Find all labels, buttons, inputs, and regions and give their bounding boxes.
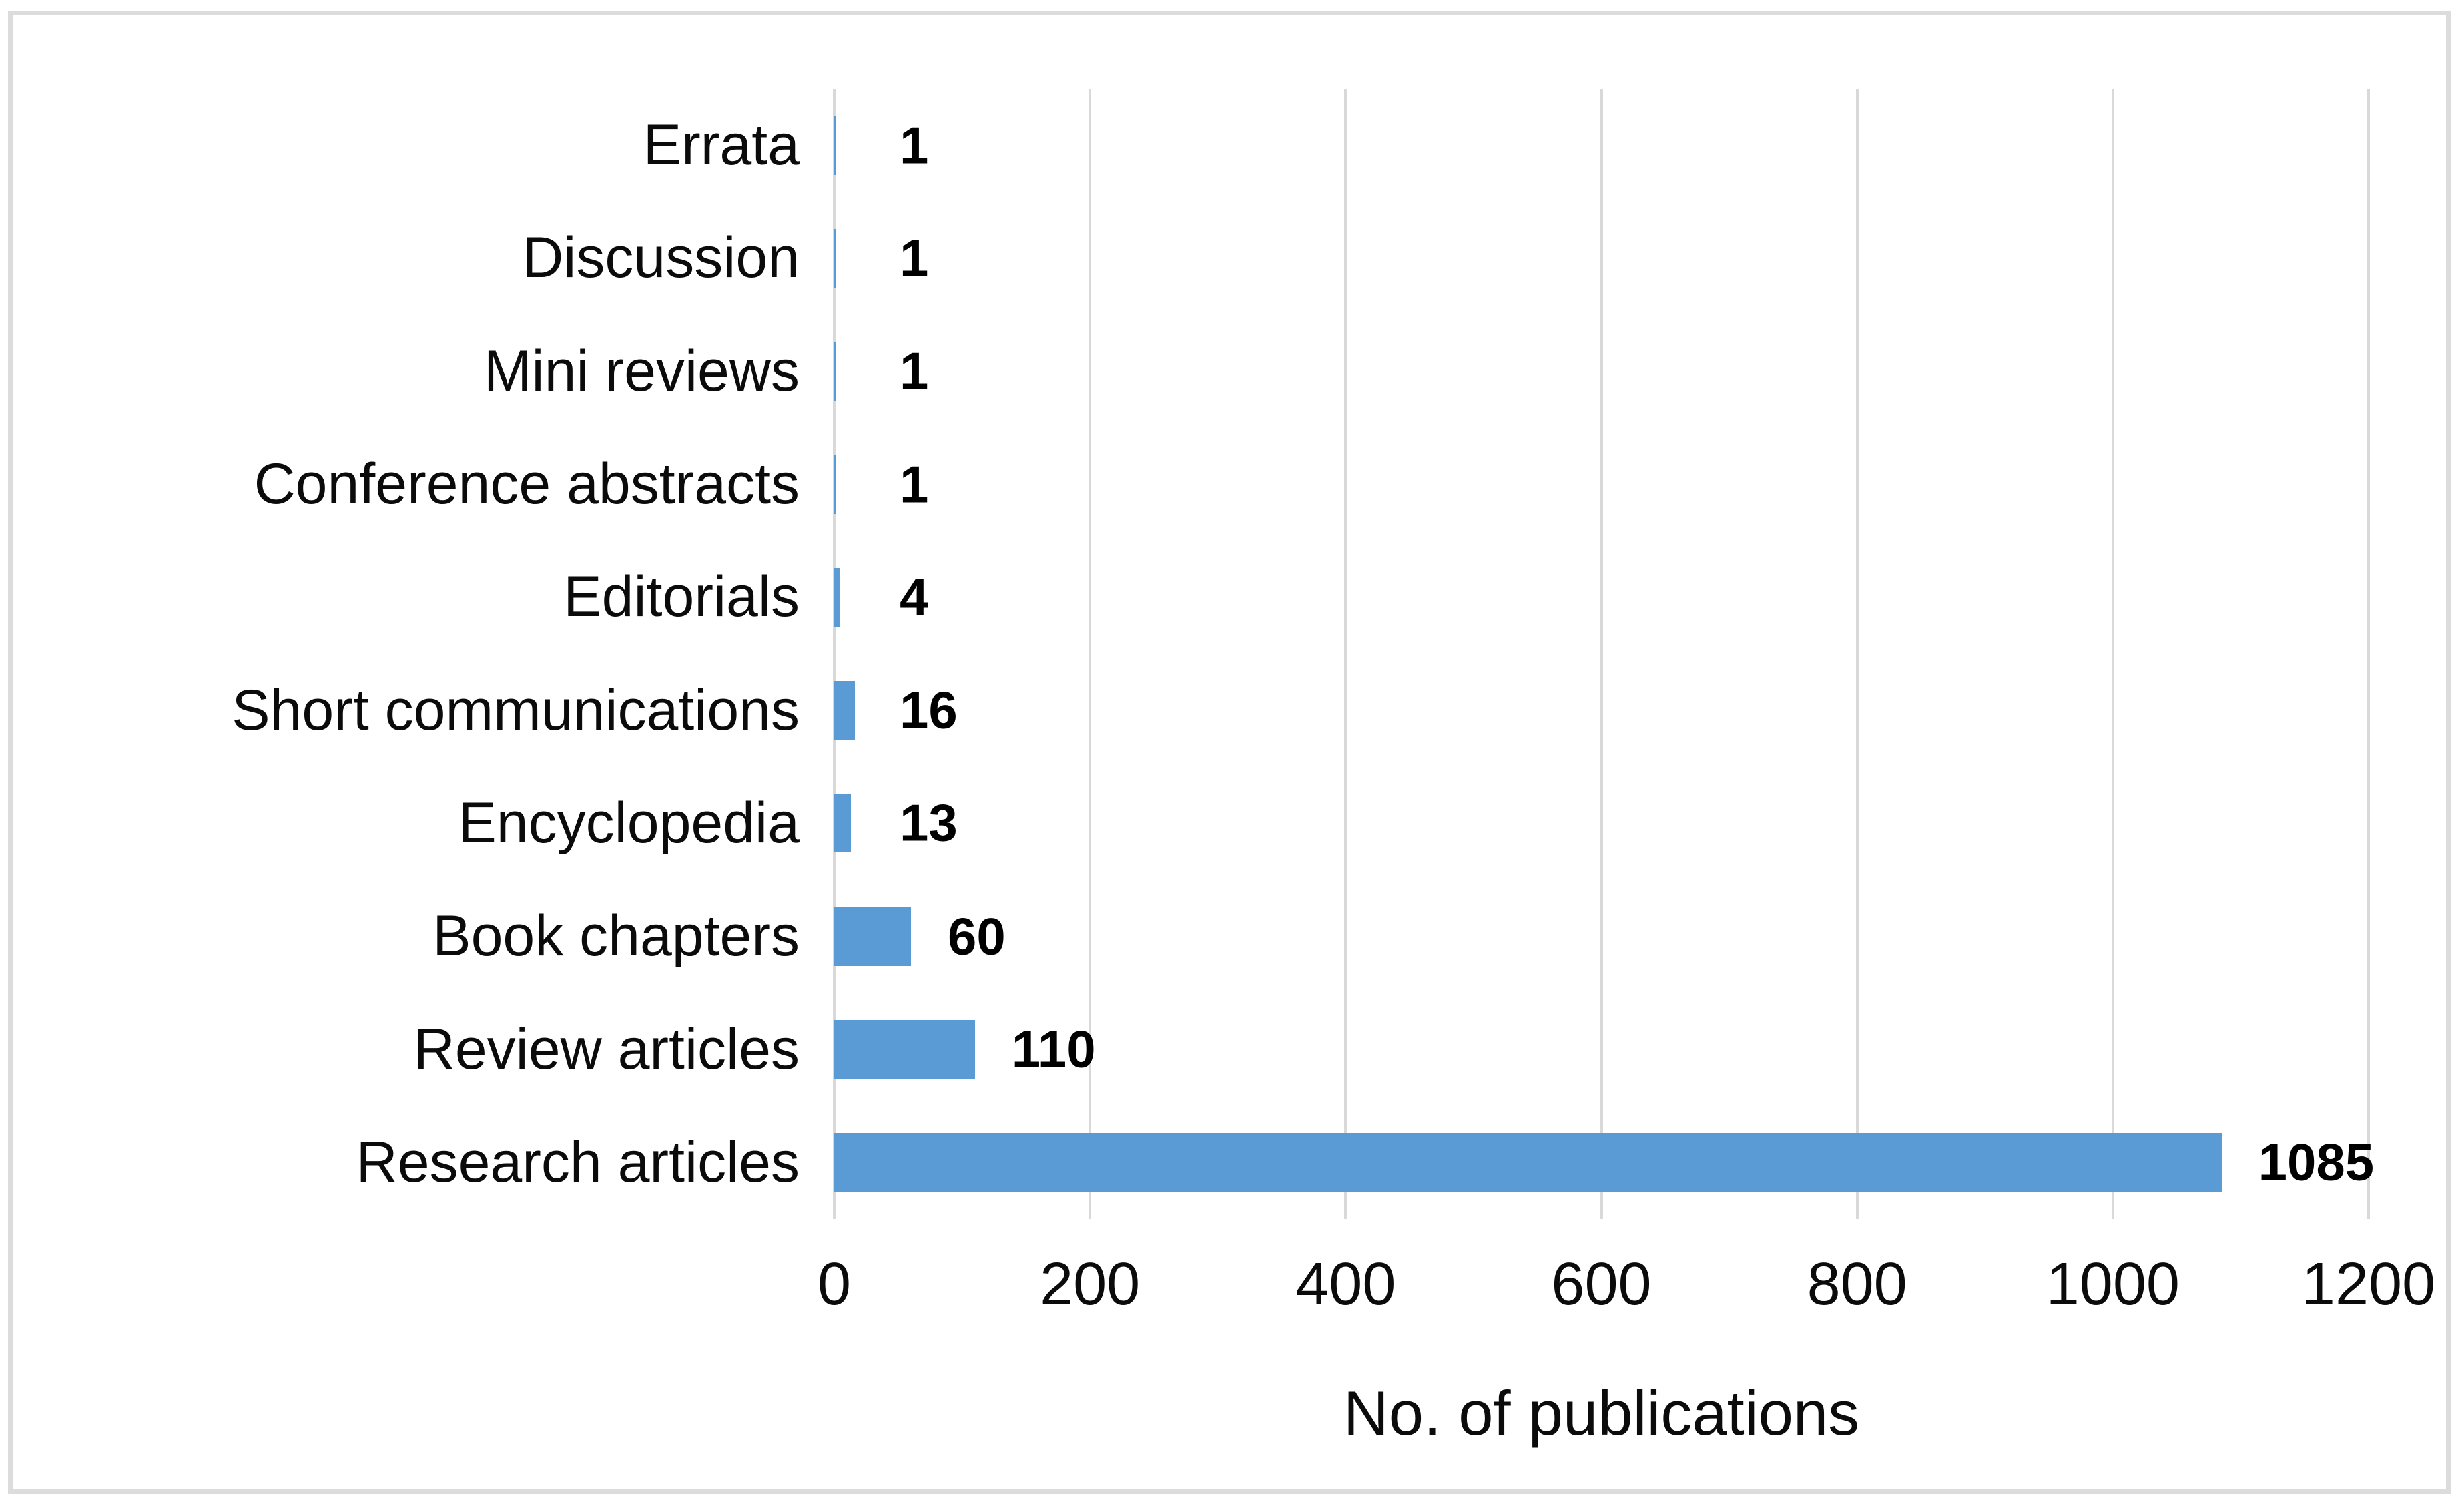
chart-frame: Errata 1 Discussion 1 Mini reviews 1 Conferenc… (8, 11, 2451, 1494)
bar-row: Conference abstracts 1 (13, 428, 2464, 541)
category-label: Conference abstracts (254, 452, 800, 517)
plot-area (833, 89, 2370, 1219)
value-label: 60 (947, 907, 1006, 966)
bar (834, 1020, 975, 1079)
bar-track: 1 (834, 315, 2369, 428)
bar (834, 567, 840, 627)
value-label: 1 (900, 341, 929, 401)
category-label: Short communications (232, 678, 800, 742)
bar-track: 4 (834, 541, 2369, 654)
value-label: 13 (900, 793, 958, 852)
bar-row: Review articles 110 (13, 993, 2464, 1105)
value-label: 110 (1011, 1019, 1096, 1079)
x-tick-label: 400 (1295, 1251, 1396, 1318)
bar (834, 342, 836, 401)
gridline (1089, 89, 1092, 1219)
x-tick-label: 1000 (2046, 1251, 2180, 1318)
value-label: 1 (900, 228, 929, 288)
x-tick-label: 0 (817, 1251, 852, 1318)
category-label: Review articles (413, 1017, 800, 1081)
value-label: 1 (900, 115, 929, 175)
bar-row: Research articles 1085 (13, 1106, 2464, 1219)
gridline (833, 89, 836, 1219)
category-label: Discussion (522, 226, 800, 290)
bar-row: Book chapters 60 (13, 880, 2464, 993)
gridline (1855, 89, 1859, 1219)
bar (834, 455, 836, 514)
bar (834, 228, 836, 288)
x-axis-ticks: 0 200 400 600 800 1000 1200 (818, 1250, 2435, 1330)
bar-row: Discussion 1 (13, 202, 2464, 314)
bar (834, 907, 911, 966)
bar-track: 110 (834, 993, 2369, 1105)
bar-track: 16 (834, 654, 2369, 766)
value-label: 4 (900, 567, 929, 627)
bar-track: 1 (834, 202, 2369, 314)
category-label: Encyclopedia (458, 790, 800, 855)
bar-row: Encyclopedia 13 (13, 767, 2464, 880)
bar-row: Short communications 16 (13, 654, 2464, 766)
bar-row: Errata 1 (13, 89, 2464, 202)
bar-track: 1 (834, 428, 2369, 541)
category-label: Book chapters (432, 904, 800, 969)
bar-track: 1 (834, 89, 2369, 202)
bar-track: 60 (834, 880, 2369, 993)
gridline (2367, 89, 2370, 1219)
bar-rows: Errata 1 Discussion 1 Mini reviews 1 Conferenc… (13, 89, 2464, 1219)
bar (834, 681, 855, 740)
x-tick-label: 1200 (2301, 1251, 2436, 1318)
bar-row: Mini reviews 1 (13, 315, 2464, 428)
category-label: Mini reviews (483, 338, 800, 403)
gridline (1344, 89, 1347, 1219)
x-tick-label: 200 (1040, 1251, 1141, 1318)
bar (834, 794, 851, 853)
x-tick-label: 600 (1551, 1251, 1652, 1318)
x-tick-label: 800 (1807, 1251, 1907, 1318)
value-label: 16 (900, 680, 958, 740)
gridline (2111, 89, 2114, 1219)
value-label: 1085 (2258, 1132, 2375, 1192)
bar (834, 115, 836, 175)
category-label: Errata (643, 113, 800, 178)
bar-track: 1085 (834, 1106, 2374, 1219)
bar-track: 13 (834, 767, 2369, 880)
bar-row: Editorials 4 (13, 541, 2464, 654)
category-label: Editorials (563, 565, 800, 630)
category-label: Research articles (356, 1130, 800, 1194)
value-label: 1 (900, 455, 929, 514)
x-axis-title: No. of publications (1343, 1378, 1860, 1448)
gridline (1600, 89, 1603, 1219)
bar (834, 1133, 2222, 1192)
